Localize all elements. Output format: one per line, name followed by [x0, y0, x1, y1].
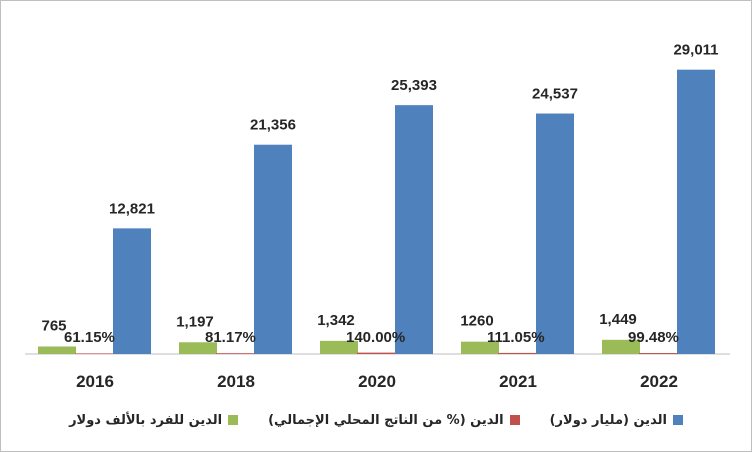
data-label-debt-per-capita-2022: 1,449: [599, 311, 637, 328]
data-label-debt-billion-2018: 21,356: [250, 117, 296, 134]
data-label-debt-gdp-2020: 140.00%: [346, 329, 405, 346]
bar-debt-per-capita-2021: [461, 341, 499, 354]
legend-item-debt-billion: الدين (مليار دولار): [550, 413, 683, 428]
data-label-debt-per-capita-2020: 1,342: [317, 312, 355, 329]
chart-legend: الدين (مليار دولار) الدين (% من الناتج ا…: [0, 406, 752, 434]
legend-item-debt-gdp: الدين (% من الناتج المحلي الإجمالي): [268, 413, 520, 428]
legend-label: الدين (% من الناتج المحلي الإجمالي): [268, 412, 504, 428]
bar-debt-per-capita-2020: [320, 340, 358, 354]
data-label-debt-billion-2022: 29,011: [673, 42, 718, 59]
legend-label: الدين (مليار دولار): [549, 412, 667, 428]
legend-label: الدين للفرد بالألف دولار: [69, 412, 223, 428]
data-label-debt-gdp-2021: 111.05%: [487, 329, 545, 346]
data-label-debt-gdp-2016: 61.15%: [64, 329, 115, 346]
data-label-debt-billion-2016: 12,821: [109, 200, 155, 217]
data-label-debt-gdp-2022: 99.48%: [628, 329, 679, 346]
bar-debt-gdp-2018: [216, 353, 254, 354]
legend-swatch-blue: [672, 415, 683, 425]
legend-item-debt-per-capita: الدين للفرد بالألف دولار: [69, 412, 239, 428]
x-tick-2020: 2020: [358, 372, 396, 391]
bar-debt-per-capita-2016: [38, 346, 76, 354]
bar-debt-gdp-2022: [639, 353, 677, 354]
bar-debt-per-capita-2018: [179, 342, 217, 354]
bar-debt-gdp-2021: [498, 352, 536, 354]
bar-debt-gdp-2020: [357, 352, 395, 354]
x-tick-2022: 2022: [640, 372, 678, 391]
bar-debt-billion-2022: [677, 69, 715, 354]
legend-swatch-green: [228, 415, 239, 425]
data-label-debt-billion-2021: 24,537: [532, 86, 578, 103]
data-label-debt-per-capita-2021: 1260: [460, 313, 493, 330]
bar-debt-billion-2020: [395, 105, 433, 355]
bar-debt-billion-2021: [536, 113, 574, 354]
x-tick-2016: 2016: [76, 372, 114, 391]
data-label-debt-gdp-2018: 81.17%: [205, 329, 256, 346]
x-tick-2021: 2021: [499, 372, 537, 391]
legend-swatch-red: [509, 415, 520, 425]
bar-debt-per-capita-2022: [602, 339, 640, 354]
bar-debt-billion-2018: [254, 144, 292, 354]
x-tick-2018: 2018: [217, 372, 255, 391]
bar-debt-gdp-2016: [75, 353, 113, 354]
data-label-debt-per-capita-2018: 1,197: [176, 313, 214, 330]
data-label-debt-billion-2020: 25,393: [391, 77, 437, 94]
bar-debt-billion-2016: [113, 228, 151, 354]
data-label-debt-per-capita-2016: 765: [41, 318, 66, 335]
